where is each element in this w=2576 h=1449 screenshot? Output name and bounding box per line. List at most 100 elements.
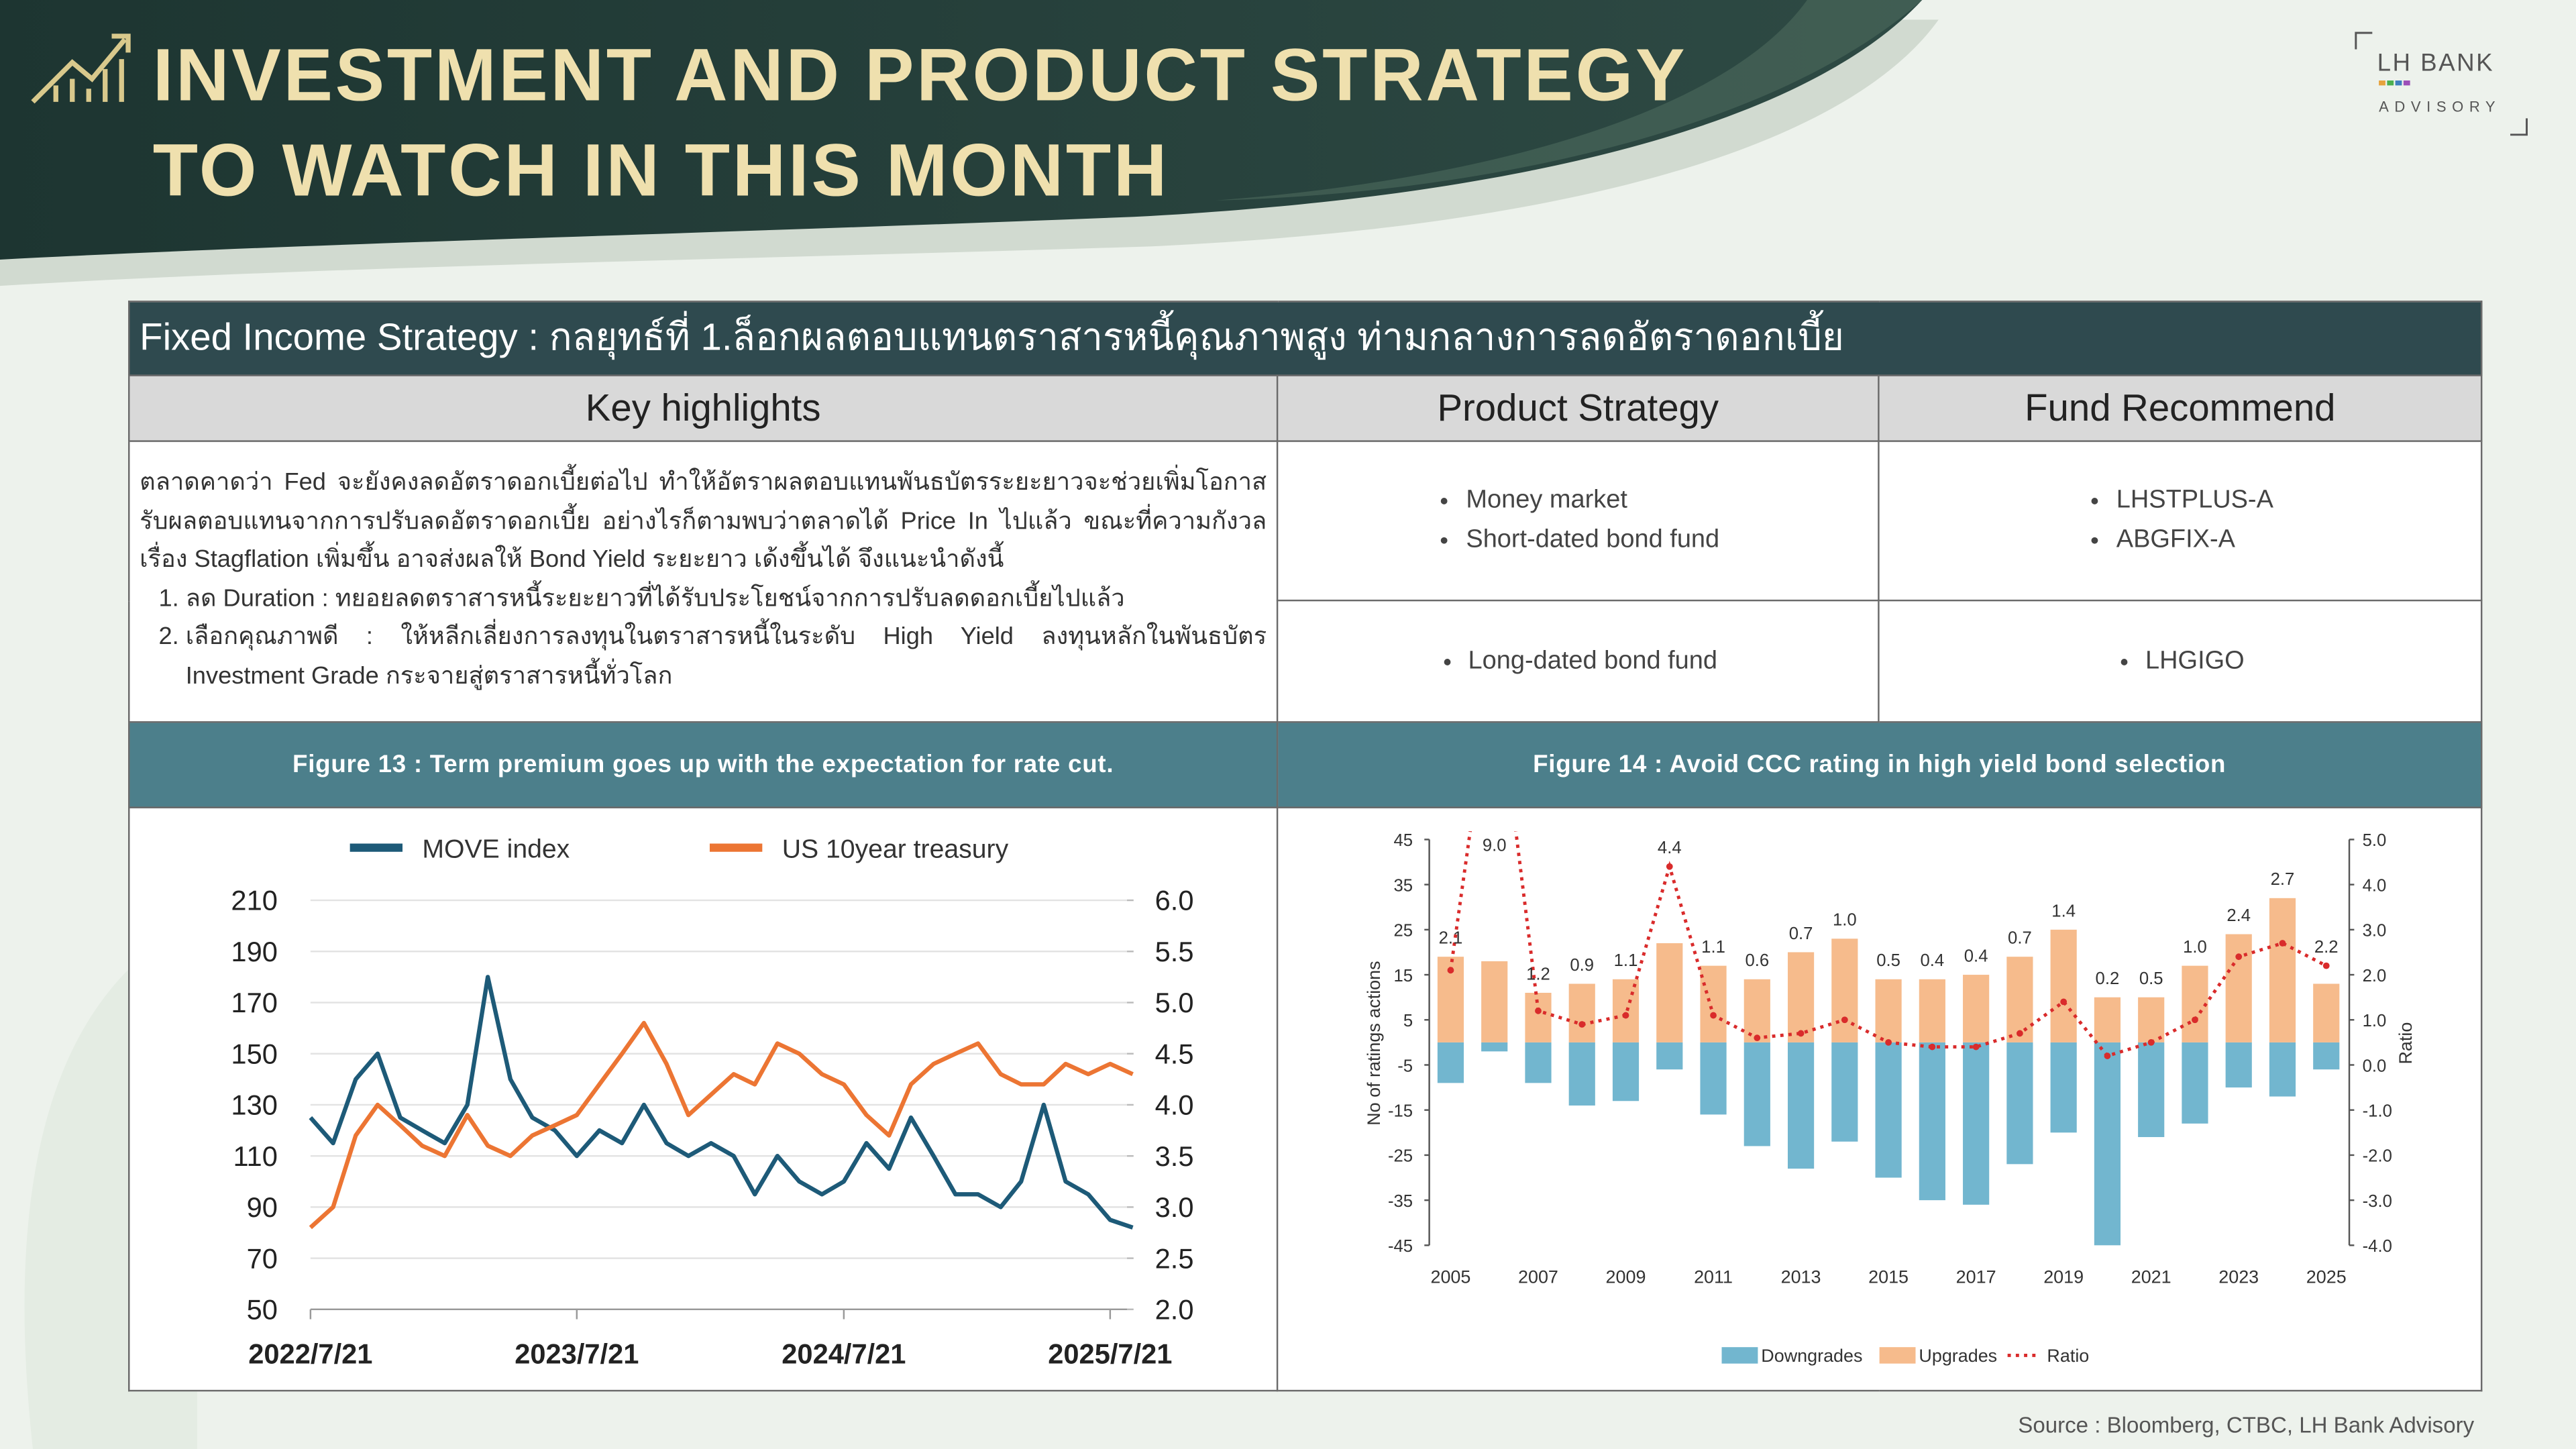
y-tick-label: 70 xyxy=(247,1242,278,1274)
bar xyxy=(1831,938,1858,1042)
bar xyxy=(2182,965,2208,1042)
point xyxy=(1491,656,1498,663)
value-label: 9.0 xyxy=(1483,837,1507,855)
value-label: 0.9 xyxy=(1570,956,1594,975)
fund: LHGIGO xyxy=(2145,641,2245,681)
value-label: 4.4 xyxy=(1658,839,1682,857)
product: Short-dated bond fund xyxy=(1466,521,1719,560)
source: Source : Bloomberg, CTBC, LH Bank Adviso… xyxy=(2018,1413,2475,1438)
bar xyxy=(1787,952,1815,1042)
product: Long-dated bond fund xyxy=(1468,641,1718,681)
bar xyxy=(1437,1042,1464,1083)
point xyxy=(1535,1007,1542,1014)
x-tick-label: 2025 xyxy=(2306,1267,2347,1287)
y-tick-label: -15 xyxy=(1388,1102,1413,1120)
highlight-item: เลือกคุณภาพดี : ให้หลีกเลี่ยงการลงทุนในต… xyxy=(186,619,1267,696)
y2-tick-label: 3.0 xyxy=(1155,1191,1194,1223)
point xyxy=(1885,1038,1892,1046)
y-tick-label: 170 xyxy=(231,987,277,1018)
fund-cell: LHSTPLUS-AABGFIX-A xyxy=(1878,440,2483,602)
column-header: Product Strategy xyxy=(1276,374,1880,442)
y-tick-label: 90 xyxy=(247,1191,278,1223)
line xyxy=(309,1020,1134,1230)
bar xyxy=(1919,979,1945,1042)
point xyxy=(1666,863,1673,870)
value-label: 2.2 xyxy=(2314,938,2339,957)
y-tick-label: 5 xyxy=(1403,1012,1413,1030)
bar xyxy=(1481,1042,1508,1052)
point xyxy=(2104,1053,2111,1059)
bar xyxy=(2182,1042,2208,1124)
y2-tick-label: 4.0 xyxy=(1155,1089,1194,1121)
y2-tick-label: 2.0 xyxy=(2363,967,2387,985)
bar xyxy=(2313,1042,2340,1070)
y-tick-label: 15 xyxy=(1394,967,1413,985)
y-tick-label: -5 xyxy=(1397,1057,1413,1075)
y-tick-label: 150 xyxy=(231,1038,277,1069)
figure-caption: Figure 14 : Avoid CCC rating in high yie… xyxy=(1276,721,2483,808)
value-label: 1.4 xyxy=(2051,902,2076,920)
bar xyxy=(1481,961,1508,1042)
bar xyxy=(1568,983,1595,1042)
bar xyxy=(2313,983,2340,1042)
value-label: 0.5 xyxy=(2139,969,2163,988)
y-tick-label: 50 xyxy=(247,1294,278,1326)
point xyxy=(2192,1016,2198,1024)
y2-axis-label: Ratio xyxy=(2396,1022,2416,1065)
value-label: 0.2 xyxy=(2096,969,2120,988)
x-tick-label: 2007 xyxy=(1518,1267,1558,1287)
value-label: 0.4 xyxy=(1964,947,1988,965)
product-cell: Money marketShort-dated bond fund xyxy=(1276,440,1880,602)
y2-tick-label: 2.5 xyxy=(1155,1242,1194,1274)
value-label: 0.7 xyxy=(1789,924,1813,943)
point xyxy=(2147,1038,2155,1046)
value-label: 0.6 xyxy=(1745,951,1769,970)
y2-tick-label: 5.0 xyxy=(1155,987,1194,1018)
bar xyxy=(1875,979,1902,1042)
bar xyxy=(1700,1042,1727,1115)
x-tick-label: 2015 xyxy=(1868,1267,1909,1287)
value-label: 2.7 xyxy=(2271,870,2295,889)
x-tick-label: 2024/7/21 xyxy=(782,1338,906,1370)
legend-label: MOVE index xyxy=(422,835,570,863)
x-tick-label: 2025/7/21 xyxy=(1048,1338,1172,1370)
bar xyxy=(2225,1042,2252,1088)
y2-tick-label: -2.0 xyxy=(2363,1147,2392,1166)
title: INVESTMENT AND PRODUCT STRATEGY xyxy=(152,32,1688,117)
y2-tick-label: -1.0 xyxy=(2363,1102,2392,1120)
bar xyxy=(1656,1042,1683,1070)
title: TO WATCH IN THIS MONTH xyxy=(152,128,1170,212)
value-label: 2.1 xyxy=(1439,929,1463,948)
bar xyxy=(1787,1042,1815,1169)
y-tick-label: 130 xyxy=(231,1089,277,1121)
y2-tick-label: 5.0 xyxy=(2363,831,2387,850)
bar xyxy=(1743,1042,1770,1146)
value-label: 0.5 xyxy=(1876,951,1900,970)
x-tick-label: 2013 xyxy=(1781,1267,1821,1287)
y2-tick-label: 6.0 xyxy=(1155,885,1194,916)
y2-tick-label: 5.5 xyxy=(1155,936,1194,967)
brand-sub: ADVISORY xyxy=(2379,98,2502,115)
bar xyxy=(1525,1042,1552,1083)
y2-tick-label: -3.0 xyxy=(2363,1192,2392,1211)
highlights: ตลาดคาดว่า Fed จะยังคงลดอัตราดอกเบี้ยต่อ… xyxy=(128,440,1279,723)
brand-frame xyxy=(2355,32,2528,136)
point xyxy=(2060,998,2068,1006)
bar xyxy=(2138,997,2165,1042)
y2-tick-label: 3.0 xyxy=(2363,922,2387,941)
y2-tick-label: 4.0 xyxy=(2363,876,2387,895)
bar xyxy=(2138,1042,2165,1138)
y-tick-label: 190 xyxy=(231,936,277,967)
x-tick-label: 2019 xyxy=(2043,1267,2084,1287)
point xyxy=(1710,1012,1717,1019)
bar xyxy=(2050,929,2077,1042)
y2-tick-label: -4.0 xyxy=(2363,1237,2392,1256)
line xyxy=(309,975,1134,1230)
x-tick-label: 2009 xyxy=(1606,1267,1646,1287)
point xyxy=(1754,1034,1761,1042)
y-tick-label: 45 xyxy=(1394,831,1413,850)
legend-label: Upgrades xyxy=(1919,1346,1997,1366)
point xyxy=(1578,1021,1586,1028)
fund-cell: LHGIGO xyxy=(1878,599,2483,723)
